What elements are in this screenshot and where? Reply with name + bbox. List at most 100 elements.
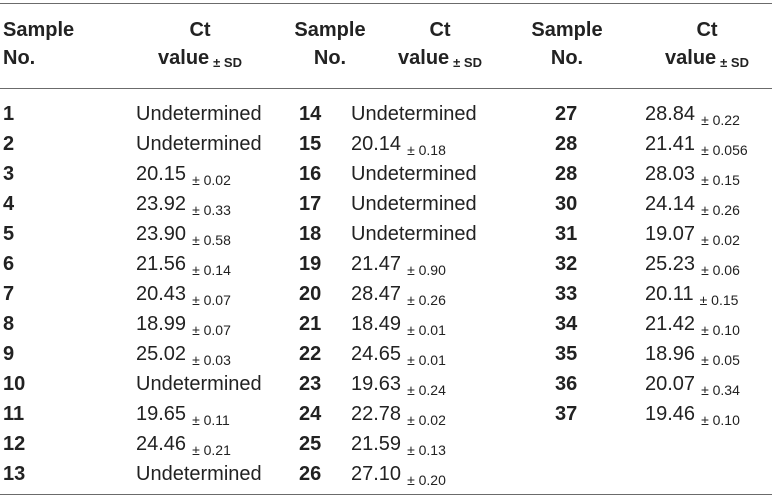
ct-value: Undetermined [351,103,477,125]
ct-value-cell: 23.92 ± 0.33 [136,190,231,219]
ct-value-cell: Undetermined [136,100,262,129]
ct-value-cell: 28.84 ± 0.22 [645,100,740,129]
sample-number: 8 [3,313,15,335]
ct-value-cell: 18.96 ± 0.05 [645,340,740,369]
ct-sd: ± 0.01 [407,322,446,338]
ct-value-cell: 20.15 ± 0.02 [136,160,231,189]
header-rule [0,88,772,89]
sample-number: 30 [555,193,578,215]
ct-value: 19.07 [645,223,696,245]
header-sample-no-3: Sample No. [526,16,608,72]
ct-value-cell: 19.07 ± 0.02 [645,220,740,249]
ct-value: 28.47 [351,283,402,305]
ct-value: 24.46 [136,433,187,455]
ct-sd: ± 0.11 [192,412,230,428]
ct-value-cell: 28.47 ± 0.26 [351,280,446,309]
header-sample-no-1: Sample No. [3,16,74,72]
sample-number: 3 [3,163,15,185]
ct-value-cell: 28.03 ± 0.15 [645,160,740,189]
ct-value: 21.47 [351,253,402,275]
sample-number: 13 [3,463,26,485]
ct-sd: ± 0.58 [192,232,231,248]
ct-value-cell: Undetermined [136,460,262,489]
ct-value-cell: 18.99 ± 0.07 [136,310,231,339]
sample-number: 19 [299,253,322,275]
header-ct-value-2: Ct value ± SD [390,16,490,77]
ct-value: 18.99 [136,313,187,335]
ct-value: 20.15 [136,163,187,185]
ct-sd: ± 0.02 [192,172,231,188]
header-sample-line1: Sample [531,19,603,41]
top-rule [0,3,772,4]
ct-sd: ± 0.15 [699,292,739,308]
ct-value: 20.14 [351,133,402,155]
sample-number: 33 [555,283,578,305]
ct-value-cell: 21.47 ± 0.90 [351,250,446,279]
ct-sd: ± 0.20 [407,472,446,488]
ct-value-cell: Undetermined [136,130,262,159]
ct-value: Undetermined [136,103,262,125]
ct-value-cell: Undetermined [351,100,477,129]
ct-value: 25.02 [136,343,187,365]
ct-sd: ± 0.07 [192,292,231,308]
ct-value-cell: 21.42 ± 0.10 [645,310,740,339]
ct-value-cell: 23.90 ± 0.58 [136,220,231,249]
ct-value-cell: Undetermined [351,190,477,219]
ct-value: 20.07 [645,373,696,395]
sample-number: 22 [299,343,322,365]
ct-sd: ± 0.26 [407,292,446,308]
ct-value: 25.23 [645,253,696,275]
sample-number: 4 [3,193,15,215]
ct-value: Undetermined [136,133,262,155]
ct-sd: ± 0.34 [701,382,740,398]
header-sd-label: ± SD [453,55,482,70]
sample-number: 34 [555,313,578,335]
sample-number: 11 [3,403,25,425]
header-ct-line1: Ct [429,19,451,41]
sample-number: 10 [3,373,26,395]
ct-sd: ± 0.07 [192,322,231,338]
ct-sd: ± 0.10 [701,412,740,428]
ct-value: 22.78 [351,403,402,425]
sample-number: 24 [299,403,322,425]
ct-value: 19.65 [136,403,187,425]
sample-number: 7 [3,283,15,305]
ct-value-cell: 19.63 ± 0.24 [351,370,446,399]
ct-value-cell: 20.43 ± 0.07 [136,280,231,309]
header-sd-label: ± SD [213,55,242,70]
ct-value: Undetermined [136,373,262,395]
ct-value-cell: 21.41 ± 0.056 [645,130,748,159]
sample-number: 9 [3,343,15,365]
sample-number: 17 [299,193,322,215]
ct-value-cell: 21.56 ± 0.14 [136,250,231,279]
ct-sd: ± 0.33 [192,202,231,218]
sample-number: 21 [299,313,322,335]
header-sample-line1: Sample [3,19,75,41]
ct-value: 21.56 [136,253,187,275]
ct-value: 27.10 [351,463,402,485]
sample-number: 15 [299,133,322,155]
ct-value-cell: 20.07 ± 0.34 [645,370,740,399]
ct-value: 18.96 [645,343,696,365]
sample-number: 26 [299,463,322,485]
ct-value: 21.41 [645,133,696,155]
header-sd-label: ± SD [720,55,749,70]
ct-value-cell: Undetermined [351,160,477,189]
header-ct-value-3: Ct value ± SD [652,16,762,77]
ct-value-cell: 20.11 ± 0.15 [645,280,738,309]
ct-value-cell: 22.78 ± 0.02 [351,400,446,429]
ct-sd: ± 0.90 [407,262,446,278]
ct-value-cell: 19.65 ± 0.11 [136,400,230,429]
sample-number: 6 [3,253,15,275]
ct-sd: ± 0.10 [701,322,740,338]
ct-value-cell: Undetermined [136,370,262,399]
ct-value-cell: 25.23 ± 0.06 [645,250,740,279]
header-ct-line2: value [398,47,450,69]
ct-value-cell: 19.46 ± 0.10 [645,400,740,429]
ct-value-cell: 27.10 ± 0.20 [351,460,446,489]
ct-sd: ± 0.14 [192,262,231,278]
ct-sd: ± 0.02 [701,232,740,248]
ct-value-cell: 24.46 ± 0.21 [136,430,231,459]
sample-number: 36 [555,373,578,395]
